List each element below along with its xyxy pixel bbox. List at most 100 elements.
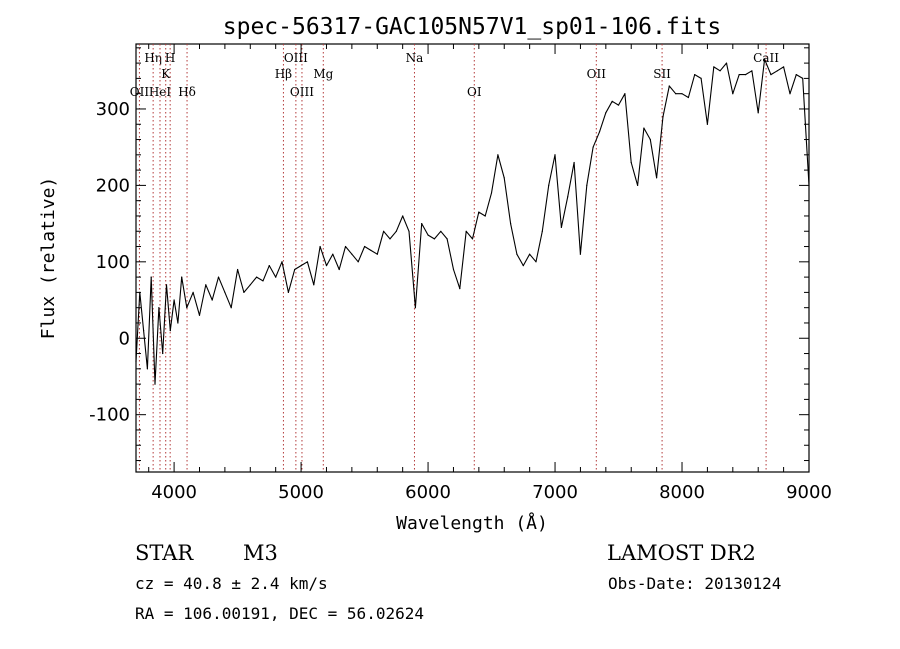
data-point — [181, 276, 183, 278]
data-point — [249, 284, 251, 286]
data-point — [376, 253, 378, 255]
data-point — [503, 177, 505, 179]
data-point — [146, 368, 148, 370]
data-point — [560, 226, 563, 228]
data-point — [567, 196, 569, 198]
data-point — [579, 253, 582, 255]
data-point — [154, 383, 156, 385]
data-point — [471, 238, 474, 240]
coordinates: RA = 106.00191, DEC = 56.02624 — [135, 604, 424, 623]
data-point — [230, 307, 232, 309]
data-point — [237, 268, 239, 271]
line-label: Hη — [144, 51, 162, 65]
data-point — [281, 261, 283, 263]
data-point — [150, 276, 152, 278]
object-class: STAR — [135, 541, 194, 565]
data-point — [478, 211, 480, 213]
data-point — [402, 215, 404, 217]
data-point — [725, 62, 728, 64]
data-point — [490, 192, 493, 194]
emission-line-markers: OII Hη HeI KH Hδ Hβ OIII OIII Mg Na OI OII SII CaII — [130, 44, 779, 472]
data-point — [313, 284, 315, 286]
line-label: CaII — [753, 51, 779, 65]
data-point — [262, 280, 264, 282]
y-tick-label: -100 — [89, 405, 130, 426]
line-label: K — [161, 67, 171, 81]
data-point — [177, 322, 179, 324]
data-point — [687, 96, 690, 99]
redshift-readout: cz = 40.8 ± 2.4 km/s — [135, 574, 328, 593]
data-point — [421, 223, 423, 225]
data-point — [243, 291, 245, 293]
data-point — [198, 314, 201, 316]
data-point — [287, 291, 289, 293]
x-axis-label: Wavelength (Å) — [396, 512, 548, 534]
data-point — [186, 307, 188, 309]
data-point — [535, 261, 537, 263]
data-point — [732, 93, 734, 95]
data-point — [554, 154, 556, 156]
object-subclass: M3 — [243, 541, 278, 565]
data-point — [706, 123, 709, 125]
x-tick-label: 9000 — [786, 482, 832, 503]
data-point — [143, 330, 145, 332]
data-point — [433, 238, 435, 240]
data-point — [738, 74, 740, 76]
data-point — [529, 253, 531, 255]
data-point — [452, 268, 455, 271]
data-point — [713, 66, 715, 68]
data-point — [522, 265, 524, 267]
data-point — [446, 238, 448, 240]
y-tick-label: 100 — [96, 252, 130, 273]
data-point — [344, 245, 347, 248]
data-point — [325, 265, 328, 267]
data-point — [624, 93, 626, 95]
line-label: H — [165, 51, 175, 65]
line-label: OII — [587, 67, 607, 81]
x-tick-label: 6000 — [405, 482, 451, 503]
data-point — [408, 230, 410, 232]
data-point — [275, 276, 277, 278]
plot-frame — [135, 43, 810, 473]
data-point — [165, 284, 168, 286]
data-point — [338, 268, 340, 271]
data-point — [668, 85, 670, 87]
data-point — [294, 268, 296, 271]
data-point — [224, 291, 226, 293]
data-point — [662, 116, 664, 118]
data-point — [783, 66, 785, 68]
data-point — [770, 74, 772, 76]
survey-name: LAMOST DR2 — [607, 541, 756, 565]
data-point — [205, 284, 207, 286]
data-point — [357, 261, 359, 263]
data-point — [757, 112, 759, 114]
data-point — [592, 146, 594, 148]
data-point — [744, 74, 747, 76]
data-point — [162, 352, 164, 355]
data-point — [459, 288, 461, 290]
data-point — [364, 245, 366, 248]
data-point — [300, 265, 302, 267]
data-point — [497, 154, 499, 156]
data-point — [802, 77, 804, 79]
data-point — [681, 93, 683, 95]
data-point — [370, 249, 372, 251]
x-tick-label: 8000 — [659, 482, 705, 503]
data-point — [548, 184, 550, 186]
line-label: OIII — [290, 85, 314, 99]
data-point — [630, 161, 632, 164]
data-point — [306, 261, 308, 263]
data-point — [719, 70, 721, 72]
line-label: OI — [467, 85, 482, 99]
x-tick-label: 4000 — [151, 482, 197, 503]
x-tick-label: 5000 — [278, 482, 324, 503]
data-point — [611, 100, 613, 102]
data-point — [440, 230, 442, 232]
data-point — [383, 230, 385, 232]
data-point — [637, 184, 639, 186]
y-tick-label: 200 — [96, 175, 130, 196]
data-point — [414, 307, 416, 309]
data-point — [789, 93, 791, 95]
data-point — [675, 93, 677, 95]
